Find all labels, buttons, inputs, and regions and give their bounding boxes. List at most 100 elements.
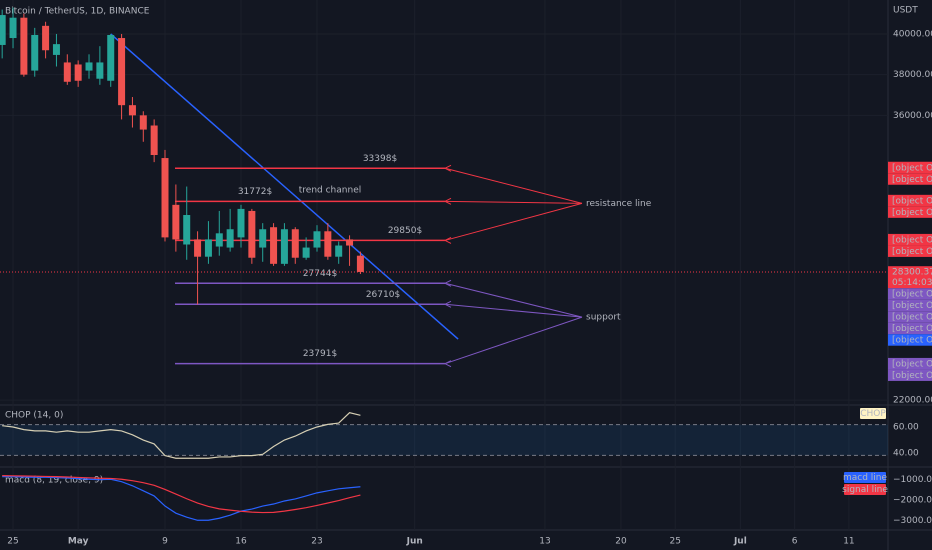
candle-body [237,208,245,238]
legend-label: macd line [843,473,888,483]
candle-body [31,34,39,71]
candle-body [356,255,364,272]
price-label: [object Object] [892,324,932,334]
price-label: [object Object] [892,235,932,245]
trend-line-label: trend channel [299,186,361,196]
price-label-box [888,194,932,207]
candle-body [194,239,202,257]
candle-body [183,215,191,245]
band-fill [0,424,888,456]
series-line [2,412,361,459]
y-tick-label: 40.00 [893,449,919,459]
price-label-box [888,322,932,335]
x-tick-label: 13 [539,537,550,547]
x-tick-label: May [68,537,89,547]
candle-body [204,239,212,257]
arrow-line [444,200,583,204]
x-tick-label: 6 [792,537,798,547]
price-label-box [888,161,932,174]
price-label: [object Object] [892,175,932,185]
x-tick-label: 16 [235,537,247,547]
candle-body [20,17,28,75]
candle-body [63,62,71,82]
y-tick-label: 40000.00 [893,29,932,39]
arrow-head [443,164,452,172]
candle-body [324,231,332,257]
legend-label: CHOP [860,409,886,419]
arrow-line [444,282,583,318]
candle-body [335,245,343,257]
price-label: [object Object] [892,163,932,173]
candle-body [150,125,158,156]
series-line [2,475,361,514]
level-label: 23791$ [303,349,337,359]
y-tick-label: −1000.00 [893,475,932,485]
candle-body [215,233,223,247]
candle-body [226,229,234,248]
price-label-box [888,299,932,312]
legend-box [860,408,886,419]
candle-body [0,15,6,45]
chart-title: Bitcoin / TetherUS, 1D, BINANCE [5,7,150,17]
candle-body [291,229,299,258]
legend-box [844,484,886,495]
y-tick-label: 38000.00 [893,70,932,80]
group-label: resistance line [586,199,652,209]
price-label: [object Object] [892,208,932,218]
price-label: [object Object] [892,247,932,257]
pane-title: CHOP (14, 0) [5,411,63,421]
legend-box [844,472,886,483]
legend-label: signal line [842,485,888,495]
level-label: 31772$ [238,187,272,197]
candle-body [313,231,321,248]
arrow-head [443,300,452,308]
candle-body [172,204,180,240]
countdown: 05:14:03 [892,278,932,288]
price-label: [object Object] [892,313,932,323]
series-line [2,476,361,521]
arrow-head [443,279,452,287]
x-tick-label: 11 [843,537,854,547]
arrow-head [443,360,452,368]
price-label-box [888,245,932,257]
candle-body [9,17,17,39]
price-label-box [888,357,932,370]
price-label-box [888,288,932,300]
price-label: [object Object] [892,301,932,311]
x-tick-label: 9 [162,537,168,547]
candle-body [42,25,50,51]
price-label-box [888,206,932,218]
candle-body [270,227,278,264]
trend-line [110,33,459,340]
y-tick-label: 60.00 [893,422,919,432]
x-tick-label: 25 [7,537,18,547]
candle-body [161,158,169,238]
price-label-box [888,334,932,346]
price-label: [object Object] [892,371,932,381]
x-tick-label: Jul [733,537,747,547]
price-label: [object Object] [892,290,932,300]
candle-body [248,210,256,258]
price-label-box [888,233,932,246]
y-tick-label: 22000.00 [893,396,932,406]
price-label-box [888,311,932,323]
arrow-line [444,202,583,241]
x-tick-label: 20 [615,537,627,547]
candle-body [346,239,354,246]
price-label: [object Object] [892,336,932,346]
price-label-box [888,369,932,381]
y-tick-label: −3000.00 [893,516,932,526]
candle-body [280,229,288,264]
arrow-head [443,236,452,244]
price-label: [object Object] [892,359,932,369]
candle-body [139,115,147,130]
price-label-box [888,173,932,185]
arrow-line [444,316,583,365]
pane-title: macd (8, 19, close, 9) [5,476,103,486]
candle-body [85,62,93,71]
group-label: support [586,313,621,323]
candle-body [107,34,115,81]
price-label: [object Object] [892,196,932,206]
